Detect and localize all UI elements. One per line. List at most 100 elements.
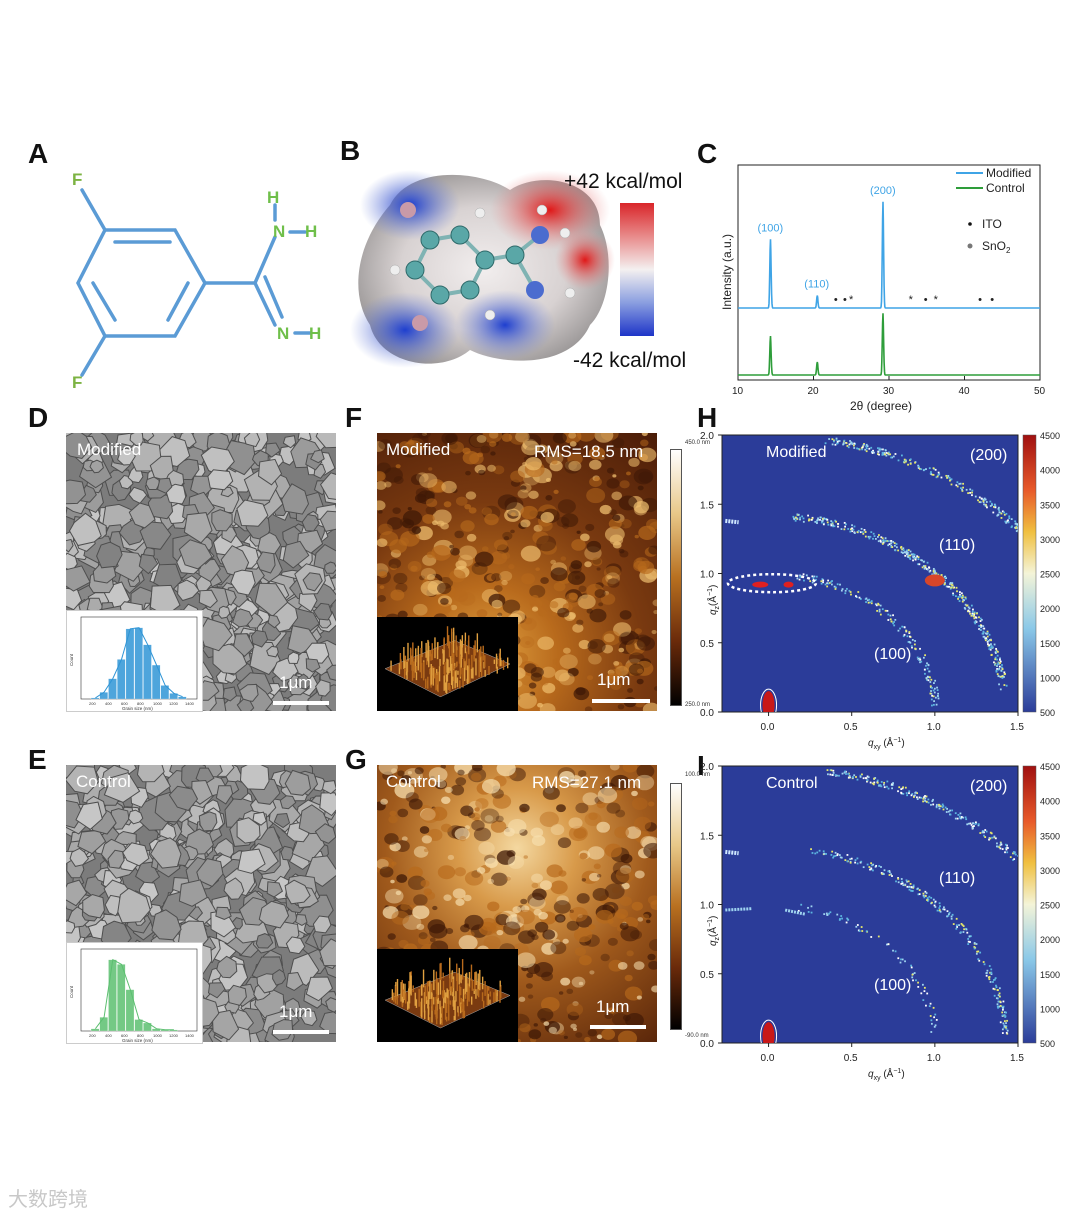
histogram-xtick: 1400 [185, 1033, 195, 1038]
histogram-ylabel: Count [69, 653, 74, 666]
histogram-bar [99, 692, 109, 700]
giwaxs-xtick-label: 0.5 [844, 722, 858, 733]
sem-control-histogram: 200 400 600 800 1000 1200 1400 Grain size (nm) C… [66, 942, 203, 1044]
giwaxs-ring-100: (100) [874, 977, 911, 994]
xrd-xlabel: 2θ (degree) [850, 399, 912, 413]
sem-modified-histogram: 200 400 600 800 1000 1200 1400 Grain size (nm) C… [66, 610, 203, 712]
afm-modified-3d-inset [377, 617, 518, 711]
histogram-ylabel: Count [69, 985, 74, 998]
afm-modified-scale-bar [592, 699, 650, 703]
afm-modified-label: Modified [386, 440, 451, 459]
giwaxs-hotspot [783, 581, 794, 588]
giwaxs-sample-label: Modified [766, 444, 826, 461]
histogram-bar [99, 1017, 109, 1032]
giwaxs-cbar-tick: 1500 [1040, 639, 1060, 649]
legend-sno2: SnO2 [982, 239, 1011, 255]
panel-label-b: B [340, 135, 361, 166]
giwaxs-ytick-label: 0.5 [700, 970, 714, 981]
xrd-phase-marker: • [924, 294, 928, 306]
sem-modified-scale-text: 1μm [279, 673, 313, 692]
afm-modified-scale-text: 1μm [597, 670, 631, 689]
giwaxs-ytick-label: 1.0 [700, 570, 714, 581]
atom-f-bottom: F [72, 373, 83, 392]
giwaxs-ytick-label: 2.0 [700, 431, 714, 442]
giwaxs-cbar-tick: 3000 [1040, 866, 1060, 876]
histogram-bar [108, 959, 117, 1032]
afm-control-cbar-bottom: -90.0 nm [685, 1033, 709, 1039]
giwaxs-xtick-label: 1.5 [1010, 1053, 1024, 1064]
panel-label-f: F [345, 402, 363, 433]
sem-modified-label: Modified [77, 440, 142, 459]
xrd-phase-marker: • [990, 294, 994, 306]
giwaxs-plot-area [721, 765, 1019, 1044]
giwaxs-ytick-label: 0.5 [700, 639, 714, 650]
atom-h-top: H [267, 188, 280, 207]
sem-control-scale-text: 1μm [279, 1002, 313, 1021]
giwaxs-xlabel: qxy (Å−1) [868, 1067, 905, 1082]
histogram-bar [90, 697, 100, 700]
giwaxs-cbar-tick: 2000 [1040, 604, 1060, 614]
afm-control-rms: RMS=27.1 nm [532, 773, 642, 792]
histogram-xtick: 600 [121, 701, 128, 706]
histogram-bar [90, 1028, 100, 1032]
legend-control: Control [986, 181, 1025, 195]
giwaxs-ytick-label: 1.5 [700, 831, 714, 842]
giwaxs-cbar-tick: 3000 [1040, 535, 1060, 545]
histogram-xtick: 400 [105, 1033, 112, 1038]
esp-surface [350, 170, 615, 368]
xrd-xtick-label: 20 [808, 386, 820, 397]
afm-control-colorbar [670, 783, 682, 1030]
giwaxs-ring-110: (110) [939, 870, 975, 887]
giwaxs-sample-label: Control [766, 775, 818, 792]
histogram-xtick: 800 [137, 701, 144, 706]
sem-control-scale-bar [273, 1030, 329, 1034]
afm-modified-colorbar [670, 449, 682, 706]
giwaxs-highlight-ellipse [726, 572, 818, 594]
afm-control-3d-inset [377, 949, 518, 1042]
giwaxs-xtick-label: 1.5 [1010, 722, 1024, 733]
xrd-series-modified [738, 201, 1040, 309]
afm-modified-rms: RMS=18.5 nm [534, 442, 644, 461]
histogram-xtick: 800 [137, 1033, 144, 1038]
sem-control-label: Control [76, 772, 131, 791]
afm-modified-cbar-bottom: 250.0 nm [685, 702, 711, 708]
histogram-fit [95, 627, 183, 699]
giwaxs-cbar-tick: 2500 [1040, 901, 1060, 911]
histogram-xtick: 1400 [185, 701, 195, 706]
xrd-peak-label: (110) [804, 279, 829, 291]
legend-modified: Modified [986, 166, 1031, 180]
giwaxs-cbar-tick: 4000 [1040, 797, 1060, 807]
sno2-marker-icon [967, 243, 973, 249]
xrd-phase-marker: • [843, 294, 847, 306]
giwaxs-cbar-tick: 4500 [1040, 762, 1060, 772]
histogram-xtick: 1200 [169, 1033, 179, 1038]
giwaxs-colorbar [1022, 434, 1037, 713]
histogram-xlabel: Grain size (nm) [122, 706, 153, 711]
histogram-xtick: 200 [89, 1033, 96, 1038]
histogram-bar [108, 678, 117, 700]
giwaxs-xtick-label: 0.0 [761, 722, 775, 733]
giwaxs-ylabel: qz(Å−1) [706, 916, 721, 946]
xrd-xtick-label: 10 [732, 386, 744, 397]
panel-label-h: H [697, 402, 718, 433]
histogram-bar [134, 1019, 143, 1032]
watermark: 大数跨境 [8, 1189, 88, 1211]
histogram-xtick: 1000 [153, 701, 163, 706]
histogram-xtick: 1000 [153, 1033, 163, 1038]
afm-control-label: Control [386, 772, 441, 791]
atom-n-amine: N [273, 222, 286, 241]
atom-h-imine: H [309, 324, 322, 343]
giwaxs-cbar-tick: 3500 [1040, 831, 1060, 841]
afm-control-scale-bar [590, 1025, 646, 1029]
giwaxs-hotspot [924, 574, 945, 587]
histogram-bar [125, 989, 135, 1032]
esp-min-label: -42 kcal/mol [573, 349, 687, 372]
giwaxs-ring-200: (200) [970, 778, 1007, 795]
giwaxs-cbar-tick: 4000 [1040, 466, 1060, 476]
panel-label-g: G [345, 744, 367, 775]
giwaxs-cbar-tick: 1000 [1040, 673, 1060, 683]
xrd-peak-label: (100) [757, 222, 783, 234]
giwaxs-cbar-tick: 1000 [1040, 1004, 1060, 1014]
giwaxs-control-plot: 0.0 0.5 1.0 1.5 0.0 0.5 1.0 1.5 2.0 qxy (Å−1) qz(Å… [700, 762, 1060, 1082]
giwaxs-cbar-tick: 2500 [1040, 570, 1060, 580]
